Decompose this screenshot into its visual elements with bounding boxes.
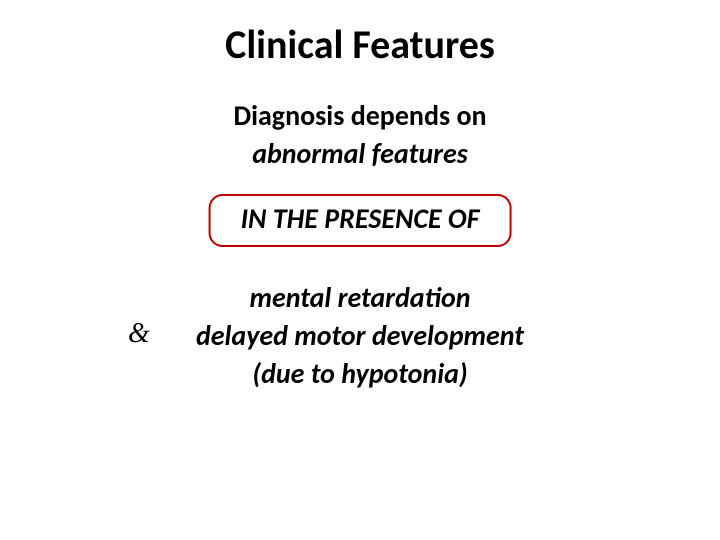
slide: Clinical Features Diagnosis depends on a… [0,0,720,540]
text-line-diagnosis: Diagnosis depends on [0,98,720,133]
slide-title: Clinical Features [0,20,720,69]
text-line-delayed: delayed motor development [0,318,720,353]
text-line-hypotonia: (due to hypotonia) [0,356,720,391]
highlight-box: IN THE PRESENCE OF [209,194,512,247]
text-line-mental: mental retardation [0,280,720,315]
text-line-abnormal: abnormal features [0,136,720,171]
